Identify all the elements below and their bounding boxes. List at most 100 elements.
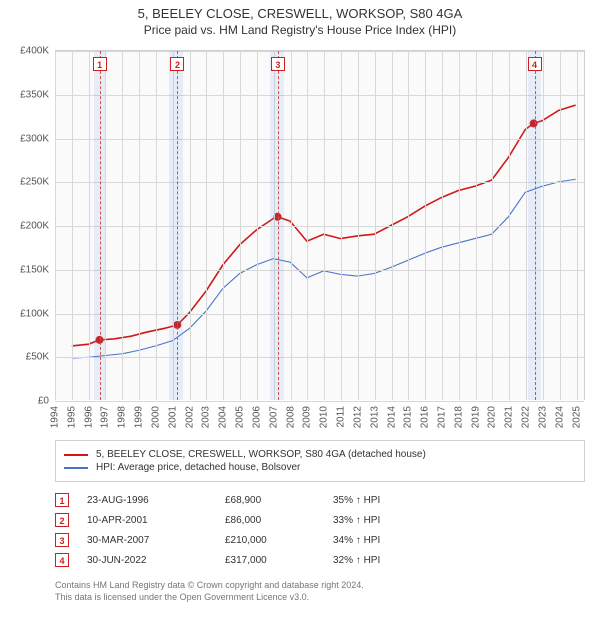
sale-line — [100, 51, 101, 400]
y-gridline — [55, 270, 584, 271]
x-gridline — [509, 51, 510, 400]
y-tick-label: £150K — [20, 264, 49, 275]
x-gridline — [156, 51, 157, 400]
sales-pct: 32% ↑ HPI — [333, 555, 443, 566]
sales-row: 430-JUN-2022£317,00032% ↑ HPI — [55, 550, 585, 570]
y-tick-label: £50K — [26, 352, 49, 363]
sales-price: £210,000 — [225, 535, 315, 546]
x-gridline — [375, 51, 376, 400]
sales-date: 23-AUG-1996 — [87, 495, 207, 506]
y-gridline — [55, 401, 584, 402]
sales-price: £68,900 — [225, 495, 315, 506]
sales-pct: 34% ↑ HPI — [333, 535, 443, 546]
x-gridline — [442, 51, 443, 400]
chart-title: 5, BEELEY CLOSE, CRESWELL, WORKSOP, S80 … — [0, 6, 600, 21]
x-gridline — [190, 51, 191, 400]
sales-marker: 4 — [55, 553, 69, 567]
x-tick-label: 1995 — [66, 406, 77, 428]
x-gridline — [139, 51, 140, 400]
x-tick-label: 2012 — [352, 406, 363, 428]
x-tick-label: 2001 — [167, 406, 178, 428]
footer-line1: Contains HM Land Registry data © Crown c… — [55, 580, 585, 592]
sales-marker: 3 — [55, 533, 69, 547]
x-tick-label: 2021 — [504, 406, 515, 428]
y-tick-label: £0 — [38, 396, 49, 407]
legend-item: HPI: Average price, detached house, Bols… — [64, 462, 576, 473]
chart-legend: 5, BEELEY CLOSE, CRESWELL, WORKSOP, S80 … — [55, 440, 585, 482]
title-block: 5, BEELEY CLOSE, CRESWELL, WORKSOP, S80 … — [0, 0, 600, 39]
x-tick-label: 2007 — [268, 406, 279, 428]
y-tick-label: £350K — [20, 89, 49, 100]
sales-price: £86,000 — [225, 515, 315, 526]
x-tick-label: 1999 — [134, 406, 145, 428]
sales-row: 210-APR-2001£86,00033% ↑ HPI — [55, 510, 585, 530]
sales-row: 3 30-MAR-2007 £210,000 34% ↑ HPI — [55, 530, 585, 550]
x-tick-label: 2010 — [319, 406, 330, 428]
x-gridline — [72, 51, 73, 400]
x-tick-label: 2020 — [487, 406, 498, 428]
y-gridline — [55, 51, 584, 52]
x-tick-label: 2015 — [403, 406, 414, 428]
x-tick-label: 2003 — [201, 406, 212, 428]
legend-label: 5, BEELEY CLOSE, CRESWELL, WORKSOP, S80 … — [96, 449, 426, 460]
x-gridline — [492, 51, 493, 400]
x-tick-label: 2005 — [235, 406, 246, 428]
x-gridline — [577, 51, 578, 400]
y-gridline — [55, 314, 584, 315]
chart-footer: Contains HM Land Registry data © Crown c… — [55, 580, 585, 603]
y-gridline — [55, 182, 584, 183]
x-gridline — [206, 51, 207, 400]
sale-marker: 1 — [93, 57, 107, 71]
x-gridline — [560, 51, 561, 400]
x-gridline — [307, 51, 308, 400]
sales-marker: 2 — [55, 513, 69, 527]
x-gridline — [257, 51, 258, 400]
x-gridline — [392, 51, 393, 400]
y-gridline — [55, 357, 584, 358]
x-tick-label: 2017 — [436, 406, 447, 428]
x-gridline — [358, 51, 359, 400]
sales-table: 123-AUG-1996£68,90035% ↑ HPI210-APR-2001… — [55, 490, 585, 570]
x-gridline — [89, 51, 90, 400]
x-gridline — [324, 51, 325, 400]
sale-line — [535, 51, 536, 400]
legend-swatch — [64, 454, 88, 456]
y-gridline — [55, 226, 584, 227]
x-tick-label: 2018 — [453, 406, 464, 428]
y-tick-label: £250K — [20, 177, 49, 188]
x-gridline — [341, 51, 342, 400]
chart-band — [169, 51, 182, 400]
x-tick-label: 2002 — [184, 406, 195, 428]
x-tick-label: 2004 — [218, 406, 229, 428]
x-tick-label: 2008 — [285, 406, 296, 428]
x-tick-label: 1998 — [117, 406, 128, 428]
x-gridline — [55, 51, 56, 400]
y-gridline — [55, 95, 584, 96]
x-tick-label: 2006 — [251, 406, 262, 428]
x-tick-label: 1996 — [83, 406, 94, 428]
x-tick-label: 2019 — [470, 406, 481, 428]
footer-line2: This data is licensed under the Open Gov… — [55, 592, 585, 604]
sales-date: 30-MAR-2007 — [87, 535, 207, 546]
x-tick-label: 2022 — [521, 406, 532, 428]
x-tick-label: 2024 — [554, 406, 565, 428]
sales-date: 30-JUN-2022 — [87, 555, 207, 566]
y-tick-label: £100K — [20, 308, 49, 319]
sales-pct: 33% ↑ HPI — [333, 515, 443, 526]
x-tick-label: 2013 — [369, 406, 380, 428]
legend-label: HPI: Average price, detached house, Bols… — [96, 462, 300, 473]
sales-row: 123-AUG-1996£68,90035% ↑ HPI — [55, 490, 585, 510]
x-tick-label: 2014 — [386, 406, 397, 428]
x-gridline — [105, 51, 106, 400]
x-gridline — [459, 51, 460, 400]
x-tick-label: 2016 — [420, 406, 431, 428]
y-gridline — [55, 139, 584, 140]
sales-pct: 35% ↑ HPI — [333, 495, 443, 506]
x-gridline — [122, 51, 123, 400]
legend-item: 5, BEELEY CLOSE, CRESWELL, WORKSOP, S80 … — [64, 449, 576, 460]
chart-subtitle: Price paid vs. HM Land Registry's House … — [0, 23, 600, 37]
x-tick-label: 2009 — [302, 406, 313, 428]
y-tick-label: £300K — [20, 133, 49, 144]
sale-marker: 4 — [528, 57, 542, 71]
x-tick-label: 1994 — [50, 406, 61, 428]
